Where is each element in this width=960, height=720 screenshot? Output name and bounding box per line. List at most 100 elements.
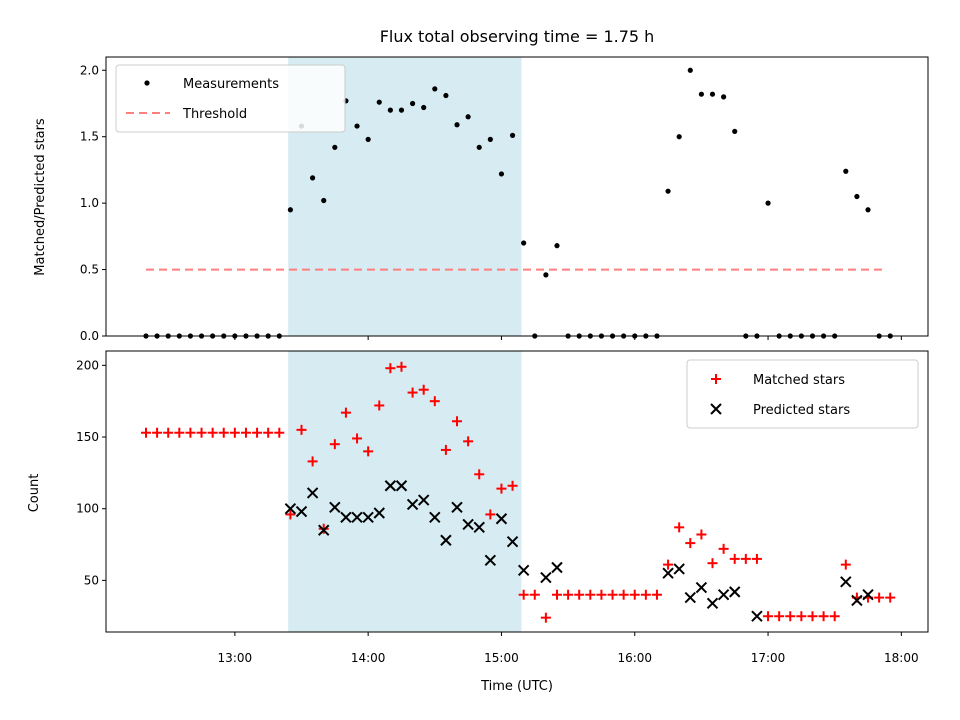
matched-star-point	[774, 611, 785, 622]
measurement-point	[865, 207, 871, 213]
matched-star-point	[729, 553, 740, 564]
chart-title: Flux total observing time = 1.75 h	[380, 27, 655, 46]
predicted-star-point	[551, 561, 563, 574]
legend-matched-marker	[711, 374, 721, 384]
predicted-star-point	[440, 534, 452, 546]
matched-star-point	[329, 439, 340, 450]
matched-star-point	[263, 427, 274, 438]
predicted-star-stroke	[329, 501, 341, 513]
predicted-star-stroke	[517, 564, 530, 577]
predicted-star-stroke	[306, 487, 319, 499]
matched-star-point	[463, 436, 474, 447]
measurement-point	[421, 104, 427, 111]
predicted-star-stroke	[862, 589, 874, 601]
predicted-star-point	[351, 511, 363, 524]
predicted-star-point	[517, 564, 530, 577]
top-y-tick-label: 0.0	[80, 329, 99, 343]
measurement-point	[487, 136, 493, 142]
predicted-star-point	[462, 518, 474, 531]
predicted-star-point	[684, 591, 696, 604]
matched-star-point	[152, 427, 163, 438]
top-legend: Measurements Threshold	[115, 64, 346, 133]
measurement-point	[709, 91, 716, 97]
legend-measurements-label: Measurements	[183, 77, 279, 92]
x-tick-label: 13:00	[218, 651, 253, 665]
matched-star-point	[485, 509, 496, 520]
matched-star-point	[318, 523, 329, 534]
matched-star-point	[574, 589, 585, 600]
matched-star-point	[674, 522, 685, 533]
predicted-star-stroke	[473, 521, 485, 534]
predicted-star-point	[673, 563, 685, 575]
predicted-star-stroke	[295, 505, 308, 518]
matched-star-point	[751, 553, 762, 564]
matched-star-point	[840, 559, 851, 570]
predicted-star-stroke	[284, 502, 297, 515]
predicted-star-points	[284, 480, 874, 622]
matched-star-point	[763, 611, 774, 622]
matched-star-point	[229, 427, 240, 438]
x-tick-label: 17:00	[751, 651, 786, 665]
matched-star-point	[352, 433, 363, 444]
predicted-star-stroke	[851, 594, 863, 607]
matched-star-point	[829, 611, 840, 622]
predicted-star-stroke	[417, 494, 430, 506]
matched-star-point	[396, 361, 407, 372]
predicted-star-point	[306, 487, 319, 499]
x-tick-label: 15:00	[484, 651, 519, 665]
matched-star-point	[796, 611, 807, 622]
top-panel: 0.00.51.01.52.0 Matched/Predicted stars …	[33, 56, 929, 343]
predicted-star-stroke	[340, 511, 352, 524]
matched-star-point	[185, 427, 196, 438]
measurement-point	[443, 92, 449, 99]
predicted-star-point	[506, 535, 519, 548]
bottom-y-tick-label: 100	[76, 502, 99, 516]
matched-star-point	[785, 611, 796, 622]
predicted-star-point	[729, 586, 741, 598]
predicted-star-stroke	[351, 511, 363, 524]
matched-star-point	[507, 480, 518, 491]
predicted-star-point	[318, 524, 330, 536]
matched-star-point	[340, 407, 351, 418]
predicted-star-point	[851, 594, 863, 607]
matched-star-point	[218, 427, 229, 438]
legend-measurements-marker	[144, 80, 150, 86]
measurement-point	[521, 240, 527, 246]
measurement-point	[332, 144, 338, 150]
predicted-star-point	[662, 567, 674, 579]
measurement-point	[409, 100, 416, 107]
measurement-point	[432, 86, 438, 92]
measurement-point	[287, 207, 293, 213]
predicted-star-point	[840, 576, 852, 588]
matched-star-point	[707, 558, 718, 569]
matched-star-point	[407, 387, 418, 398]
predicted-star-stroke	[695, 581, 708, 594]
predicted-star-point	[540, 571, 552, 584]
top-y-tick-label: 2.0	[80, 63, 99, 77]
matched-star-point	[385, 363, 396, 374]
measurement-point	[732, 128, 738, 134]
measurement-point	[765, 200, 771, 206]
predicted-star-point	[862, 589, 874, 601]
bottom-legend-box	[686, 359, 919, 429]
matched-star-point	[363, 446, 374, 457]
predicted-star-stroke	[506, 535, 519, 548]
predicted-star-stroke	[706, 597, 719, 610]
matched-star-point	[252, 427, 263, 438]
matched-star-point	[518, 589, 529, 600]
matched-star-point	[663, 559, 674, 570]
matched-star-point	[607, 589, 618, 600]
matched-star-point	[563, 589, 574, 600]
predicted-star-stroke	[495, 513, 508, 525]
measurement-point	[310, 175, 316, 181]
legend-matched-label: Matched stars	[753, 373, 845, 388]
matched-star-point	[240, 427, 251, 438]
predicted-star-point	[284, 502, 297, 515]
predicted-star-point	[329, 501, 341, 513]
measurement-point	[676, 134, 682, 140]
measurement-point	[665, 188, 671, 194]
predicted-star-stroke	[406, 498, 419, 511]
matched-star-point	[874, 592, 885, 603]
predicted-star-stroke	[551, 561, 563, 574]
measurement-point	[454, 122, 460, 128]
